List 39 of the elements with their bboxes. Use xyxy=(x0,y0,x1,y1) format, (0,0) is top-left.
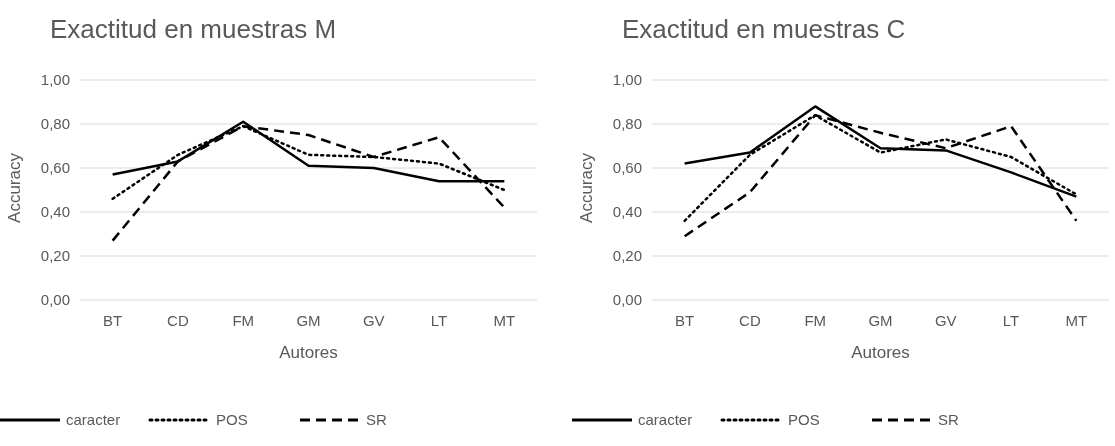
y-tick-label: 0,40 xyxy=(40,203,70,221)
x-tick-label: BT xyxy=(675,312,695,329)
y-tick-label: 0,40 xyxy=(612,203,642,221)
y-tick-label: 0,80 xyxy=(40,115,70,133)
x-axis-title: Autores xyxy=(851,343,910,362)
y-tick-label: 0,20 xyxy=(612,247,642,265)
legend-label: SR xyxy=(938,411,959,429)
x-tick-label: CD xyxy=(167,312,189,329)
x-tick-label: CD xyxy=(739,312,761,329)
x-tick-label: GV xyxy=(934,312,957,329)
y-tick-label: 0,00 xyxy=(612,291,642,309)
x-tick-label: GV xyxy=(362,312,385,329)
legend-label: SR xyxy=(366,411,387,429)
x-tick-label: BT xyxy=(103,312,123,329)
x-tick-label: MT xyxy=(493,312,516,329)
x-tick-label: LT xyxy=(1002,312,1020,329)
x-tick-label: FM xyxy=(804,312,827,329)
y-tick-label: 0,20 xyxy=(40,247,70,265)
y-tick-label: 1,00 xyxy=(40,71,70,89)
y-tick-label: 1,00 xyxy=(612,71,642,89)
x-tick-label: GM xyxy=(868,312,893,329)
legend-label: caracter xyxy=(66,411,121,429)
y-tick-label: 0,60 xyxy=(40,159,70,177)
y-tick-label: 0,80 xyxy=(612,115,642,133)
x-tick-label: GM xyxy=(296,312,321,329)
x-tick-label: FM xyxy=(232,312,255,329)
legend-label: POS xyxy=(216,411,248,429)
y-axis-title: Accuracy xyxy=(5,152,24,223)
x-tick-label: LT xyxy=(430,312,448,329)
line-series xyxy=(111,124,506,242)
y-tick-label: 0,60 xyxy=(612,159,642,177)
x-tick-label: MT xyxy=(1065,312,1088,329)
chart-title: Exactitud en muestras M xyxy=(50,14,337,44)
y-tick-label: 0,00 xyxy=(40,291,70,309)
legend-label: caracter xyxy=(638,411,693,429)
chart-title: Exactitud en muestras C xyxy=(622,14,906,44)
x-axis-title: Autores xyxy=(279,343,338,362)
y-axis-title: Accuracy xyxy=(577,152,596,223)
legend-label: POS xyxy=(788,411,820,429)
